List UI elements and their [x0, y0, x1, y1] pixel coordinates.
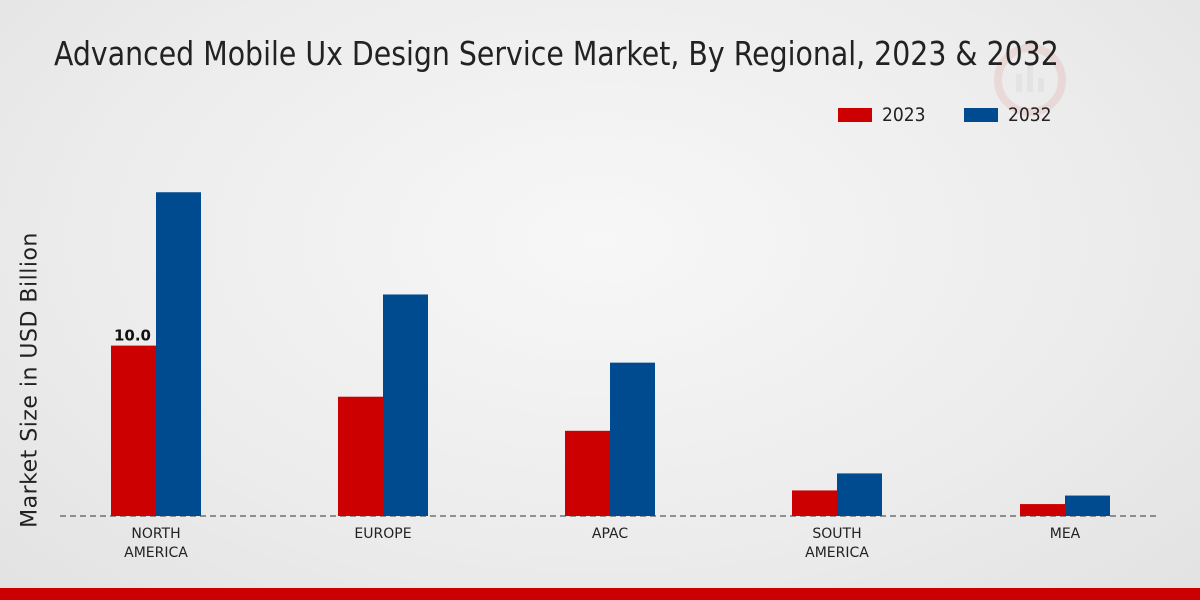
x-tick-label: APAC	[592, 526, 628, 542]
x-tick-label: SOUTH AMERICA	[805, 526, 869, 561]
legend-label-2032: 2032	[1008, 104, 1052, 126]
bar-2032-south-america	[837, 473, 882, 516]
x-tick-label: MEA	[1050, 526, 1081, 542]
legend-item-2023: 2023	[838, 104, 930, 126]
x-tick-label: EUROPE	[354, 526, 411, 542]
bar-2023-apac	[565, 430, 610, 516]
legend: 2023 2032	[838, 104, 1091, 126]
legend-swatch-2023	[838, 108, 872, 122]
watermark-logo	[990, 40, 1070, 124]
bar-2023-europe	[338, 396, 383, 516]
footer-bar	[0, 588, 1200, 600]
bar-2032-north-america	[156, 192, 201, 517]
legend-label-2023: 2023	[882, 104, 926, 126]
bar-2023-north-america	[111, 345, 156, 516]
bar-2023-mea	[1020, 504, 1065, 516]
bar-2032-apac	[610, 362, 655, 516]
bar-2032-europe	[383, 294, 428, 516]
bar-2032-mea	[1065, 495, 1110, 516]
legend-item-2032: 2032	[964, 104, 1056, 126]
chart-title: Advanced Mobile Ux Design Service Market…	[54, 34, 1059, 73]
legend-swatch-2032	[964, 108, 999, 122]
bar-2023-south-america	[792, 490, 837, 516]
data-label: 10.0	[114, 327, 151, 345]
x-tick-label: NORTH AMERICA	[124, 526, 188, 561]
